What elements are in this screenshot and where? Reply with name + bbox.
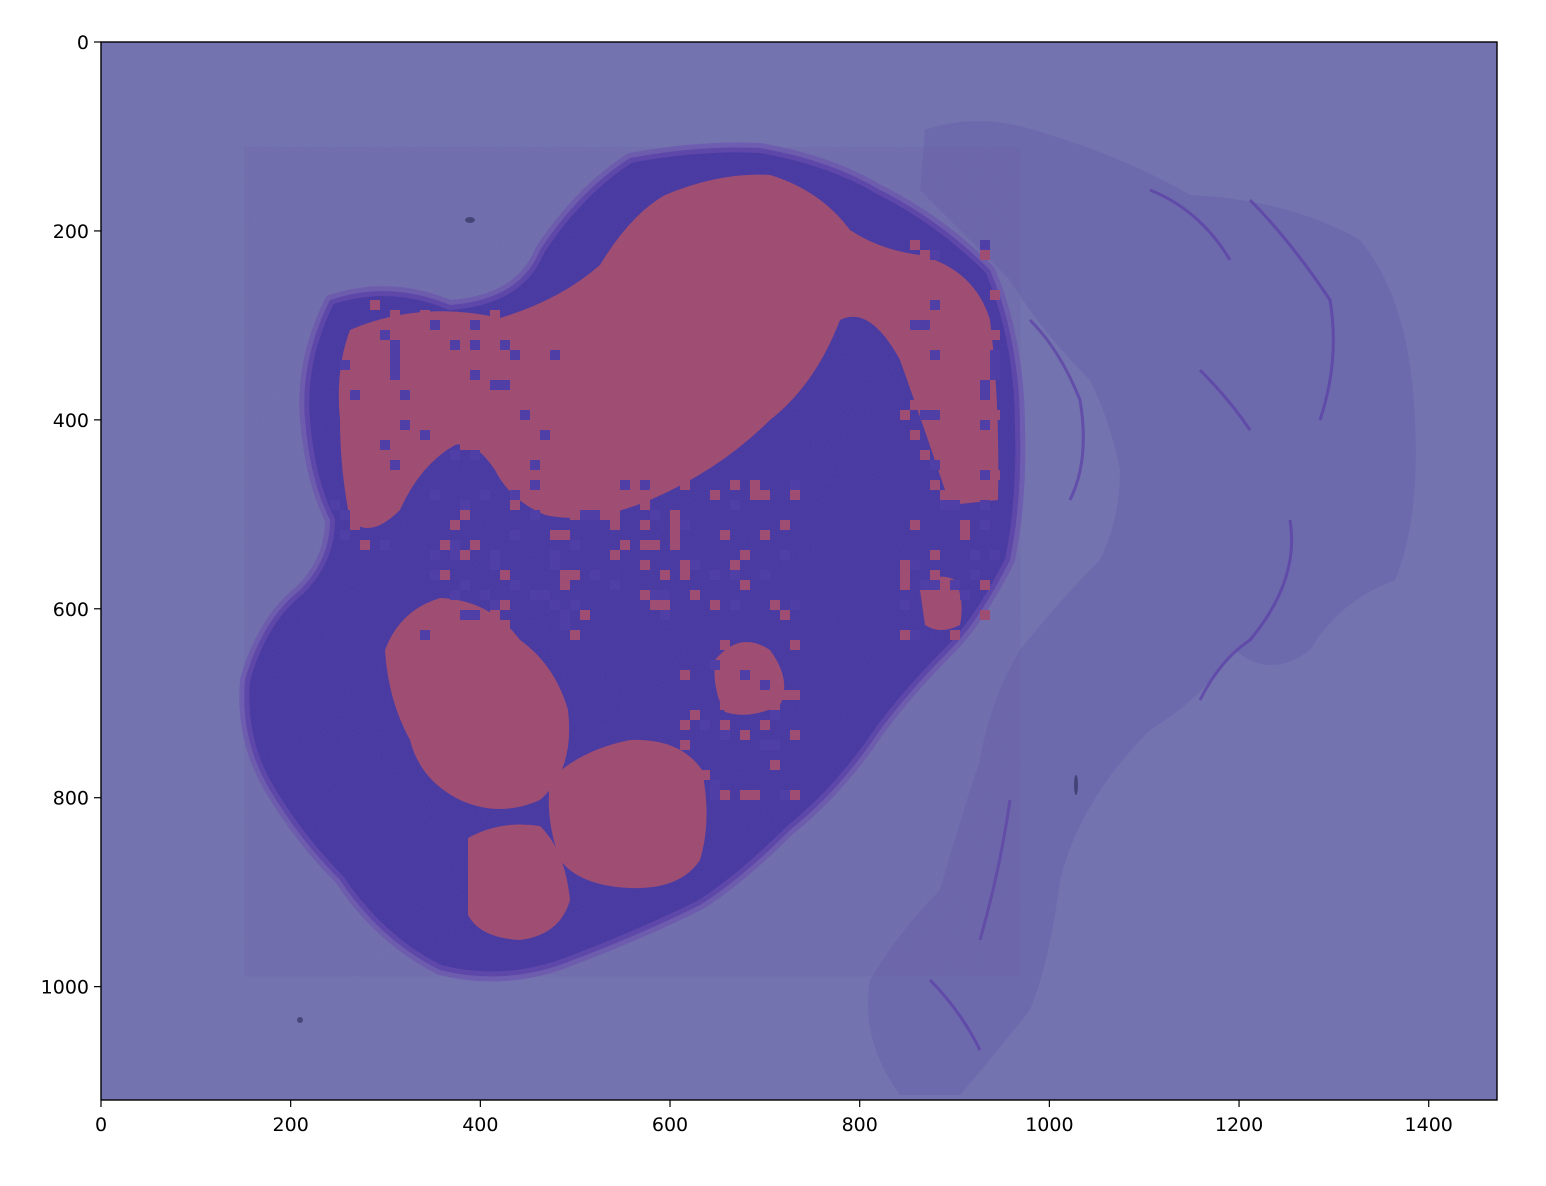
y-tick-label: 800 bbox=[53, 788, 89, 810]
x-tick-label: 400 bbox=[462, 1114, 498, 1136]
axes-frame bbox=[100, 41, 1498, 1101]
y-tick-label: 600 bbox=[53, 599, 89, 621]
y-axis: 0 200 400 600 800 1000 bbox=[41, 32, 101, 999]
slide-artifacts bbox=[297, 217, 1078, 1023]
y-tick-label: 0 bbox=[77, 32, 89, 54]
x-tick-label: 800 bbox=[842, 1114, 878, 1136]
y-tick-label: 200 bbox=[53, 221, 89, 243]
faint-tissue-strands bbox=[928, 188, 1335, 1051]
faint-tissue-region bbox=[868, 121, 1416, 1096]
y-tick-label: 400 bbox=[53, 410, 89, 432]
x-tick-label: 1000 bbox=[1025, 1114, 1073, 1136]
patch-cell bbox=[980, 240, 990, 250]
x-tick-label: 200 bbox=[273, 1114, 309, 1136]
x-tick-label: 600 bbox=[652, 1114, 688, 1136]
plot-area bbox=[101, 42, 1497, 1100]
x-tick-label: 1400 bbox=[1405, 1114, 1453, 1136]
x-axis: 0 200 400 600 800 1000 1200 1400 bbox=[95, 1100, 1453, 1136]
tissue-texture bbox=[244, 147, 1021, 977]
patch-cell bbox=[980, 610, 990, 620]
x-tick-label: 0 bbox=[95, 1114, 107, 1136]
patch-cell bbox=[980, 250, 990, 260]
x-tick-label: 1200 bbox=[1215, 1114, 1263, 1136]
y-tick-label: 1000 bbox=[41, 977, 89, 999]
